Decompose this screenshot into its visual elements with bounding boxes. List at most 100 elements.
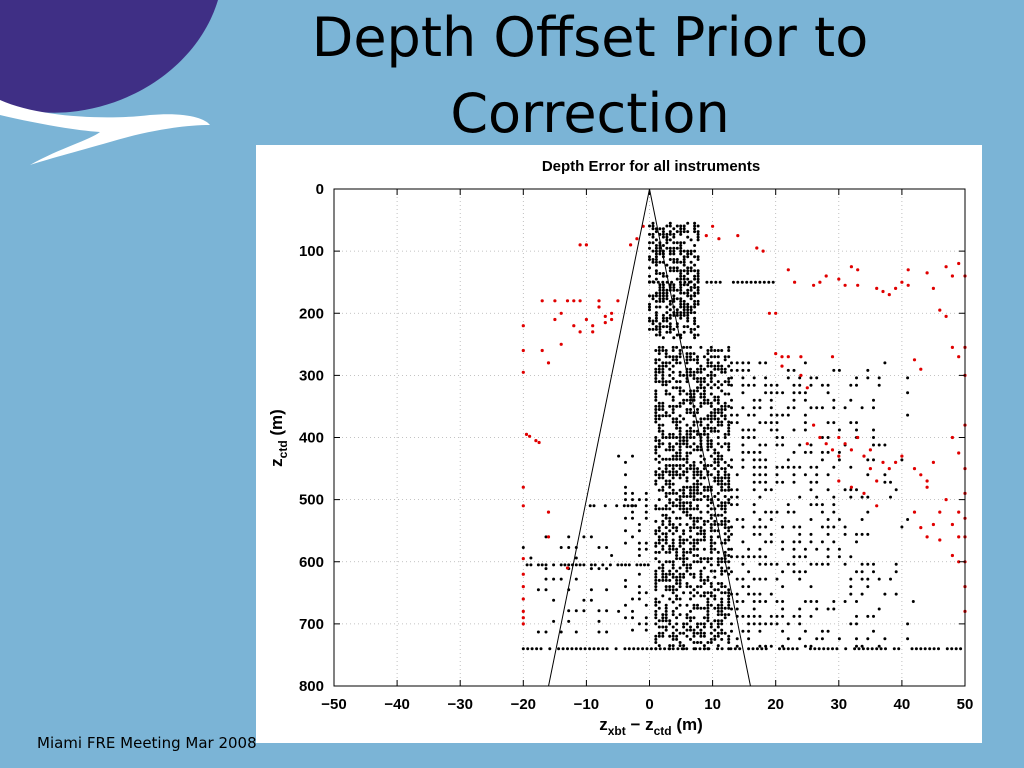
x-tick-label: −10 (574, 696, 599, 713)
inlier-point (664, 467, 668, 471)
outlier-point (862, 454, 866, 458)
inlier-point (689, 550, 692, 554)
inlier-point (686, 221, 690, 225)
inlier-point (747, 383, 751, 387)
inlier-point (716, 367, 720, 371)
inlier-point (661, 299, 665, 303)
inlier-point (877, 644, 881, 648)
inlier-point (764, 647, 768, 651)
inlier-point (668, 269, 672, 273)
inlier-point (668, 501, 672, 505)
inlier-point (730, 368, 733, 372)
inlier-point (798, 607, 802, 611)
inlier-point (664, 628, 668, 632)
inlier-point (706, 436, 710, 439)
inlier-point (781, 391, 785, 395)
inlier-point (671, 504, 675, 508)
inlier-point (769, 532, 773, 536)
inlier-point (668, 544, 672, 548)
inlier-point (559, 577, 563, 581)
inlier-point (792, 383, 796, 387)
inlier-point (741, 458, 745, 462)
inlier-point (706, 364, 710, 368)
inlier-point (661, 429, 665, 433)
inlier-point (872, 458, 875, 462)
inlier-point (727, 554, 731, 557)
inlier-point (661, 373, 665, 377)
inlier-point (706, 560, 710, 564)
inlier-point (764, 443, 768, 447)
inlier-point (654, 404, 658, 408)
inlier-point (648, 266, 651, 270)
inlier-point (716, 464, 720, 467)
inlier-point (668, 482, 672, 486)
inlier-point (720, 519, 724, 523)
inlier-point (741, 540, 745, 544)
inlier-point (709, 417, 713, 421)
inlier-point (709, 442, 713, 446)
inlier-point (709, 526, 713, 530)
inlier-point (624, 491, 627, 495)
inlier-point (658, 246, 662, 250)
inlier-point (657, 414, 661, 418)
inlier-point (639, 563, 643, 567)
inlier-point (672, 266, 676, 270)
inlier-point (894, 592, 898, 596)
inlier-point (529, 563, 533, 567)
inlier-point (622, 504, 626, 508)
inlier-point (665, 288, 669, 292)
inlier-point (727, 473, 731, 477)
inlier-point (752, 398, 756, 402)
outlier-point (919, 526, 923, 530)
inlier-point (835, 647, 839, 651)
outlier-point (824, 442, 828, 446)
inlier-point (716, 380, 720, 384)
inlier-point (654, 313, 658, 317)
inlier-point (817, 647, 821, 651)
outlier-point (849, 485, 854, 489)
outlier-point (799, 373, 803, 377)
inlier-point (706, 578, 710, 582)
inlier-point (747, 622, 751, 626)
inlier-point (664, 457, 668, 461)
inlier-point (709, 411, 713, 415)
inlier-point (682, 501, 686, 505)
inlier-point (671, 377, 675, 380)
inlier-point (706, 575, 710, 579)
inlier-point (702, 417, 706, 421)
outlier-point (540, 348, 544, 353)
inlier-point (769, 518, 773, 521)
inlier-point (685, 613, 689, 617)
inlier-point (689, 355, 692, 359)
inlier-point (654, 408, 658, 411)
inlier-point (685, 454, 689, 458)
inlier-point (815, 495, 819, 499)
inlier-point (689, 526, 692, 530)
inlier-point (786, 622, 790, 626)
inlier-point (632, 647, 636, 651)
inlier-point (820, 540, 824, 544)
x-tick-label: −30 (447, 696, 472, 713)
inlier-point (720, 367, 724, 371)
inlier-point (668, 442, 672, 446)
inlier-point (809, 443, 813, 447)
inlier-point (696, 498, 699, 502)
inlier-point (689, 260, 693, 264)
inlier-point (692, 641, 696, 644)
inlier-point (692, 473, 696, 477)
inlier-point (747, 413, 751, 417)
inlier-point (751, 647, 755, 651)
inlier-point (702, 631, 706, 635)
inlier-point (696, 491, 699, 495)
inlier-point (657, 408, 661, 411)
inlier-point (692, 377, 696, 380)
inlier-point (764, 488, 768, 492)
grid (334, 189, 965, 686)
inlier-point (906, 622, 910, 626)
inlier-point (678, 392, 682, 396)
inlier-point (678, 557, 682, 561)
inlier-point (702, 582, 706, 585)
inlier-point (883, 473, 887, 477)
outlier-point (597, 299, 601, 303)
inlier-point (675, 451, 679, 455)
